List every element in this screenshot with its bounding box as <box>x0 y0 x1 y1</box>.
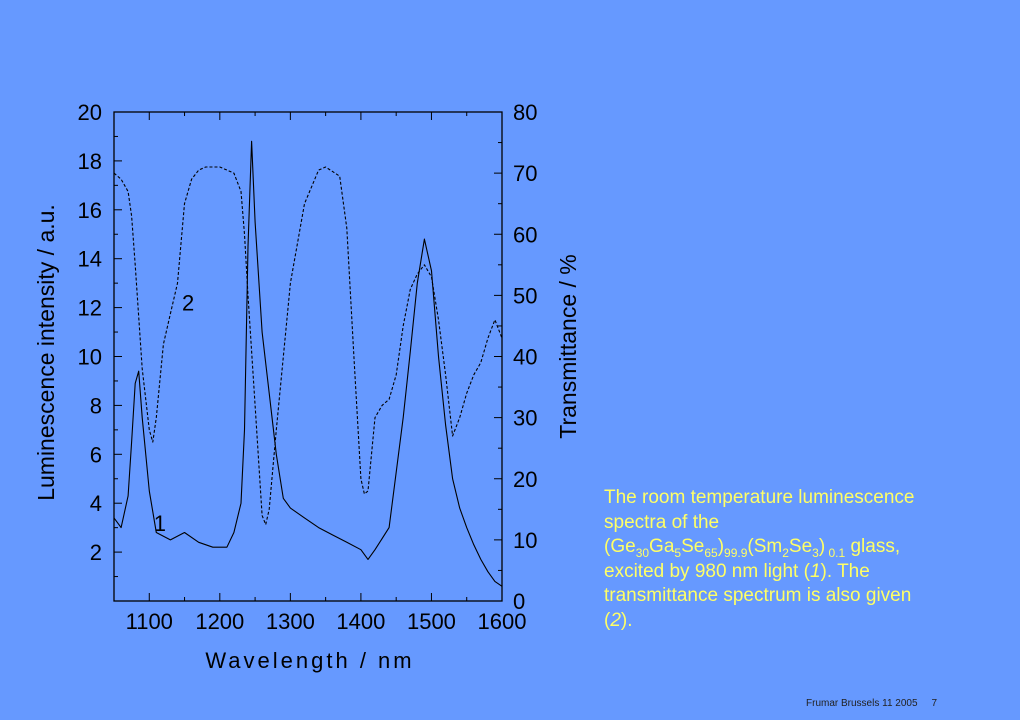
caption-text: ) <box>818 536 826 557</box>
y-right-tick-label: 60 <box>513 222 537 247</box>
x-tick-label: 1400 <box>336 609 385 634</box>
caption-text: ). The <box>820 560 870 582</box>
caption-text: ( <box>604 609 611 631</box>
curve-annotation-1: 1 <box>154 511 166 536</box>
x-tick-label: 1100 <box>126 609 173 634</box>
caption-line: (2). <box>604 609 1004 634</box>
y-left-tick-label: 16 <box>78 198 102 223</box>
curve-annotation-2: 2 <box>182 291 194 316</box>
plot-frame <box>113 111 503 602</box>
y-right-tick-label: 20 <box>513 467 537 492</box>
y-left-tick-label: 2 <box>90 540 102 565</box>
caption-text: excited by 980 nm light ( <box>604 560 810 582</box>
y-right-axis-title: Transmittance / % <box>555 254 581 438</box>
y-left-tick-label: 6 <box>90 442 102 467</box>
figure-caption: The room temperature luminescence spectr… <box>604 486 1004 633</box>
caption-subscript: 3 <box>812 545 819 560</box>
x-tick-label: 1300 <box>266 609 315 634</box>
label-layer: 1100 1200 1300 1400 1500 16002468101214161820… <box>33 100 581 673</box>
y-left-tick-label: 20 <box>78 100 102 125</box>
axes-layer <box>113 111 503 602</box>
caption-text: Ga <box>649 536 675 557</box>
y-right-tick-label: 50 <box>513 283 537 308</box>
y-left-tick-label: 14 <box>78 247 102 272</box>
y-left-tick-label: 12 <box>78 296 102 321</box>
caption-italic: 2 <box>610 609 621 631</box>
caption-subscript: 65 <box>704 545 718 560</box>
caption-text: glass, <box>845 536 901 557</box>
y-left-tick-label: 10 <box>78 345 102 370</box>
y-right-tick-label: 10 <box>513 528 537 553</box>
series-1-line <box>113 140 503 587</box>
y-left-tick-label: 18 <box>78 149 102 174</box>
series-2-line <box>113 166 503 526</box>
caption-subscript: 99.9 <box>724 545 748 560</box>
x-tick-label: 1600 <box>478 609 527 634</box>
slide-footer: Frumar Brussels 11 2005 7 <box>806 698 937 709</box>
y-left-tick-label: 4 <box>90 491 102 516</box>
caption-text: (Ge <box>604 536 636 557</box>
y-right-tick-label: 70 <box>513 161 537 186</box>
caption-line: transmittance spectrum is also given <box>604 585 912 606</box>
caption-subscript: 2 <box>782 545 789 560</box>
caption-text: ) <box>717 536 725 557</box>
caption-text: Se <box>788 536 813 557</box>
caption-italic: 1 <box>809 560 821 582</box>
caption-line: excited by 980 nm light (1). The <box>604 560 1004 585</box>
footer-text: Frumar Brussels 11 2005 <box>806 698 918 709</box>
caption-subscript: 5 <box>674 545 682 560</box>
caption-subscript: 0.1 <box>825 545 846 560</box>
caption-text: Se <box>681 536 705 557</box>
x-tick-label: 1500 <box>407 609 456 634</box>
caption-text: ). <box>620 609 633 631</box>
y-right-tick-label: 80 <box>513 100 537 125</box>
y-right-tick-label: 0 <box>513 589 525 614</box>
x-tick-label: 1200 <box>195 609 244 634</box>
page-number: 7 <box>931 698 938 709</box>
caption-line: spectra of the <box>604 511 720 533</box>
y-left-tick-label: 8 <box>90 393 102 418</box>
caption-text: (Sm <box>747 536 783 557</box>
y-right-tick-label: 40 <box>513 345 537 370</box>
caption-formula-line: (Ge30Ga5Se65)99.9(Sm2Se3) 0.1 glass, <box>604 535 1004 560</box>
caption-line: The room temperature luminescence <box>604 487 915 508</box>
y-right-tick-label: 30 <box>513 406 537 431</box>
y-left-axis-title: Luminescence intensity / a.u. <box>33 204 59 501</box>
series-layer <box>113 140 503 587</box>
caption-subscript: 30 <box>635 545 650 560</box>
x-axis-title: Wavelength / nm <box>205 648 414 673</box>
